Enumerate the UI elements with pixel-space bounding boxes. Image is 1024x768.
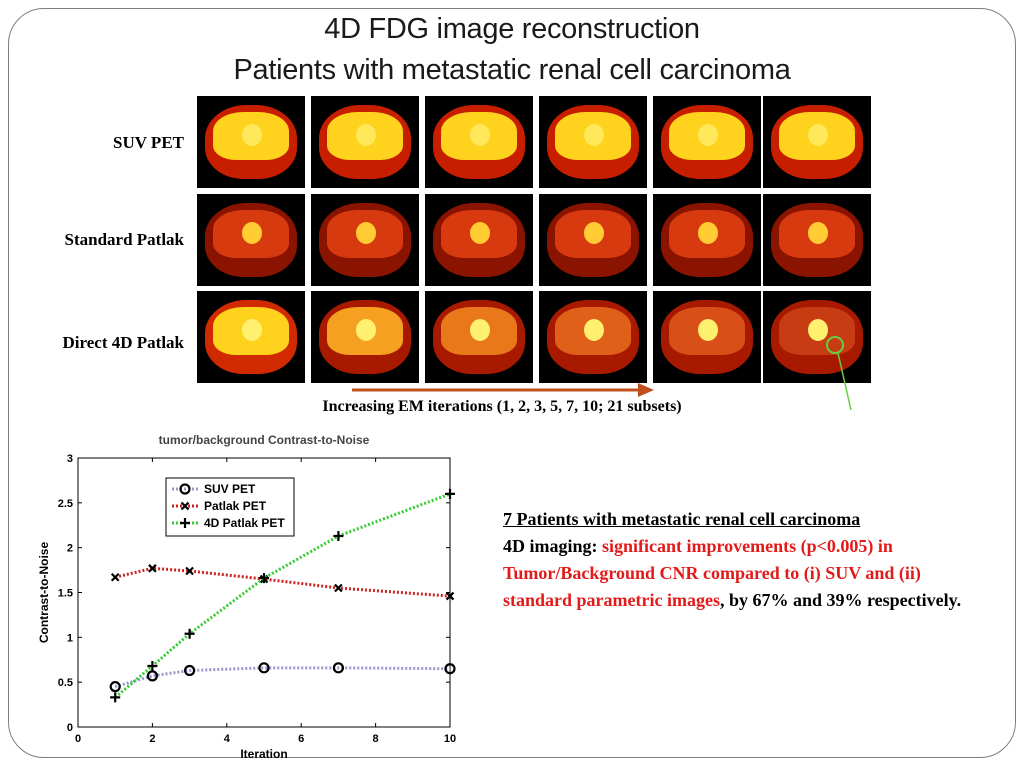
legend-label-3: 4D Patlak PET	[204, 516, 285, 530]
x-tick-label: 10	[444, 733, 456, 745]
pet-image-hotspot	[242, 222, 262, 244]
pet-image-r2-c2	[311, 194, 419, 286]
series-2-point	[110, 572, 120, 582]
series-3-point	[259, 573, 269, 584]
series-line-3	[114, 492, 451, 699]
series-1-point	[258, 662, 270, 674]
x-tick-label: 8	[373, 733, 379, 745]
y-tick-label: 1	[67, 632, 73, 644]
series-line-1	[114, 666, 451, 689]
series-2-point	[185, 566, 194, 576]
pet-image-hotspot	[470, 124, 490, 146]
pet-image-r3-c4	[539, 291, 647, 383]
iterations-arrow-head	[638, 383, 654, 397]
y-tick-label: 2	[67, 543, 73, 555]
pet-image-hotspot	[470, 319, 490, 341]
legend-marker-2	[180, 501, 190, 511]
pet-image-hotspot	[698, 319, 718, 341]
x-tick-label: 4	[224, 733, 231, 745]
pet-image-r1-c6	[763, 96, 871, 188]
pet-image-r2-c3	[425, 194, 533, 286]
findings-tail: , by 67% and 39% respectively.	[719, 590, 962, 610]
series-1-point	[184, 664, 196, 677]
y-tick-label: 1.5	[58, 588, 73, 600]
pet-image-hotspot	[584, 319, 604, 341]
pet-image-r3-c5	[653, 291, 761, 383]
pet-image-r3-c2	[311, 291, 419, 383]
pet-image-r2-c5	[653, 194, 761, 286]
legend-marker-1	[179, 483, 191, 495]
slide-frame	[8, 8, 1016, 758]
pet-image-r2-c6	[763, 194, 871, 286]
row-label-direct-4d-patlak: Direct 4D Patlak	[62, 333, 185, 352]
pet-image-r3-c3	[425, 291, 533, 383]
series-line-2	[114, 566, 451, 598]
pet-image-hotspot	[356, 222, 376, 244]
findings-body: 4D imaging: significant improvements (p<…	[503, 533, 993, 614]
series-2-point	[334, 583, 343, 593]
pet-image-hotspot	[356, 319, 376, 341]
y-axis-label: Contrast-to-Noise	[37, 542, 51, 644]
series-1-point	[444, 663, 456, 675]
series-2-point	[445, 591, 455, 601]
pet-image-hotspot	[470, 222, 490, 244]
y-tick-label: 0	[67, 722, 73, 734]
legend-marker-3	[180, 518, 190, 528]
y-tick-label: 3	[67, 453, 73, 465]
slide-title-line1: 4D FDG image reconstruction	[324, 13, 700, 45]
row-label-standard-patlak: Standard Patlak	[64, 230, 185, 249]
chart-title: tumor/background Contrast-to-Noise	[159, 433, 370, 447]
row-label-suv-pet: SUV PET	[112, 133, 184, 152]
pet-image-hotspot	[584, 124, 604, 146]
series-2-point	[148, 564, 157, 573]
pet-image-r1-c3	[425, 96, 533, 188]
series-1-point	[332, 662, 344, 674]
pet-image-hotspot	[356, 124, 376, 146]
y-tick-label: 2.5	[58, 498, 73, 510]
series-3-point	[445, 488, 455, 499]
pet-image-hotspot	[808, 222, 828, 244]
pet-image-r1-c1	[197, 96, 305, 188]
findings-heading: 7 Patients with metastatic renal cell ca…	[503, 509, 861, 529]
x-axis-label: Iteration	[240, 747, 287, 761]
x-tick-label: 2	[149, 733, 155, 745]
pet-image-hotspot	[808, 124, 828, 146]
series-3-point	[184, 628, 195, 639]
pet-image-r1-c2	[311, 96, 419, 188]
slide-title-line2: Patients with metastatic renal cell carc…	[233, 54, 791, 86]
series-3-point	[147, 661, 158, 672]
series-3-point	[110, 692, 121, 703]
pet-image-hotspot	[584, 222, 604, 244]
pet-image-r1-c4	[539, 96, 647, 188]
pet-image-hotspot	[698, 222, 718, 244]
tumor-marker-circle	[826, 336, 844, 354]
tumor-marker-pointer	[837, 352, 852, 411]
pet-image-r2-c1	[197, 194, 305, 286]
y-tick-label: 0.5	[58, 677, 73, 689]
cnr-chart: tumor/background Contrast-to-Noise 0 2 4 6 8 1…	[37, 433, 456, 761]
pet-image-hotspot	[242, 124, 262, 146]
iterations-caption: Increasing EM iterations (1, 2, 3, 5, 7,…	[322, 398, 682, 415]
pet-image-hotspot	[242, 319, 262, 341]
findings-text: 7 Patients with metastatic renal cell ca…	[503, 506, 993, 614]
legend-label-2: Patlak PET	[204, 499, 267, 513]
series-1-point	[109, 681, 121, 693]
series-1-point	[146, 670, 159, 682]
series-3-point	[333, 531, 344, 542]
findings-intro: 4D imaging:	[503, 536, 602, 556]
legend-label-1: SUV PET	[204, 482, 256, 496]
pet-image-hotspot	[698, 124, 718, 146]
pet-image-hotspot	[808, 319, 828, 341]
x-tick-label: 6	[298, 733, 304, 745]
pet-image-r2-c4	[539, 194, 647, 286]
pet-image-r1-c5	[653, 96, 761, 188]
pet-image-r3-c1	[197, 291, 305, 383]
x-tick-label: 0	[75, 733, 81, 745]
findings-highlight: significant improvements (p<0.005) in Tu…	[503, 536, 921, 610]
